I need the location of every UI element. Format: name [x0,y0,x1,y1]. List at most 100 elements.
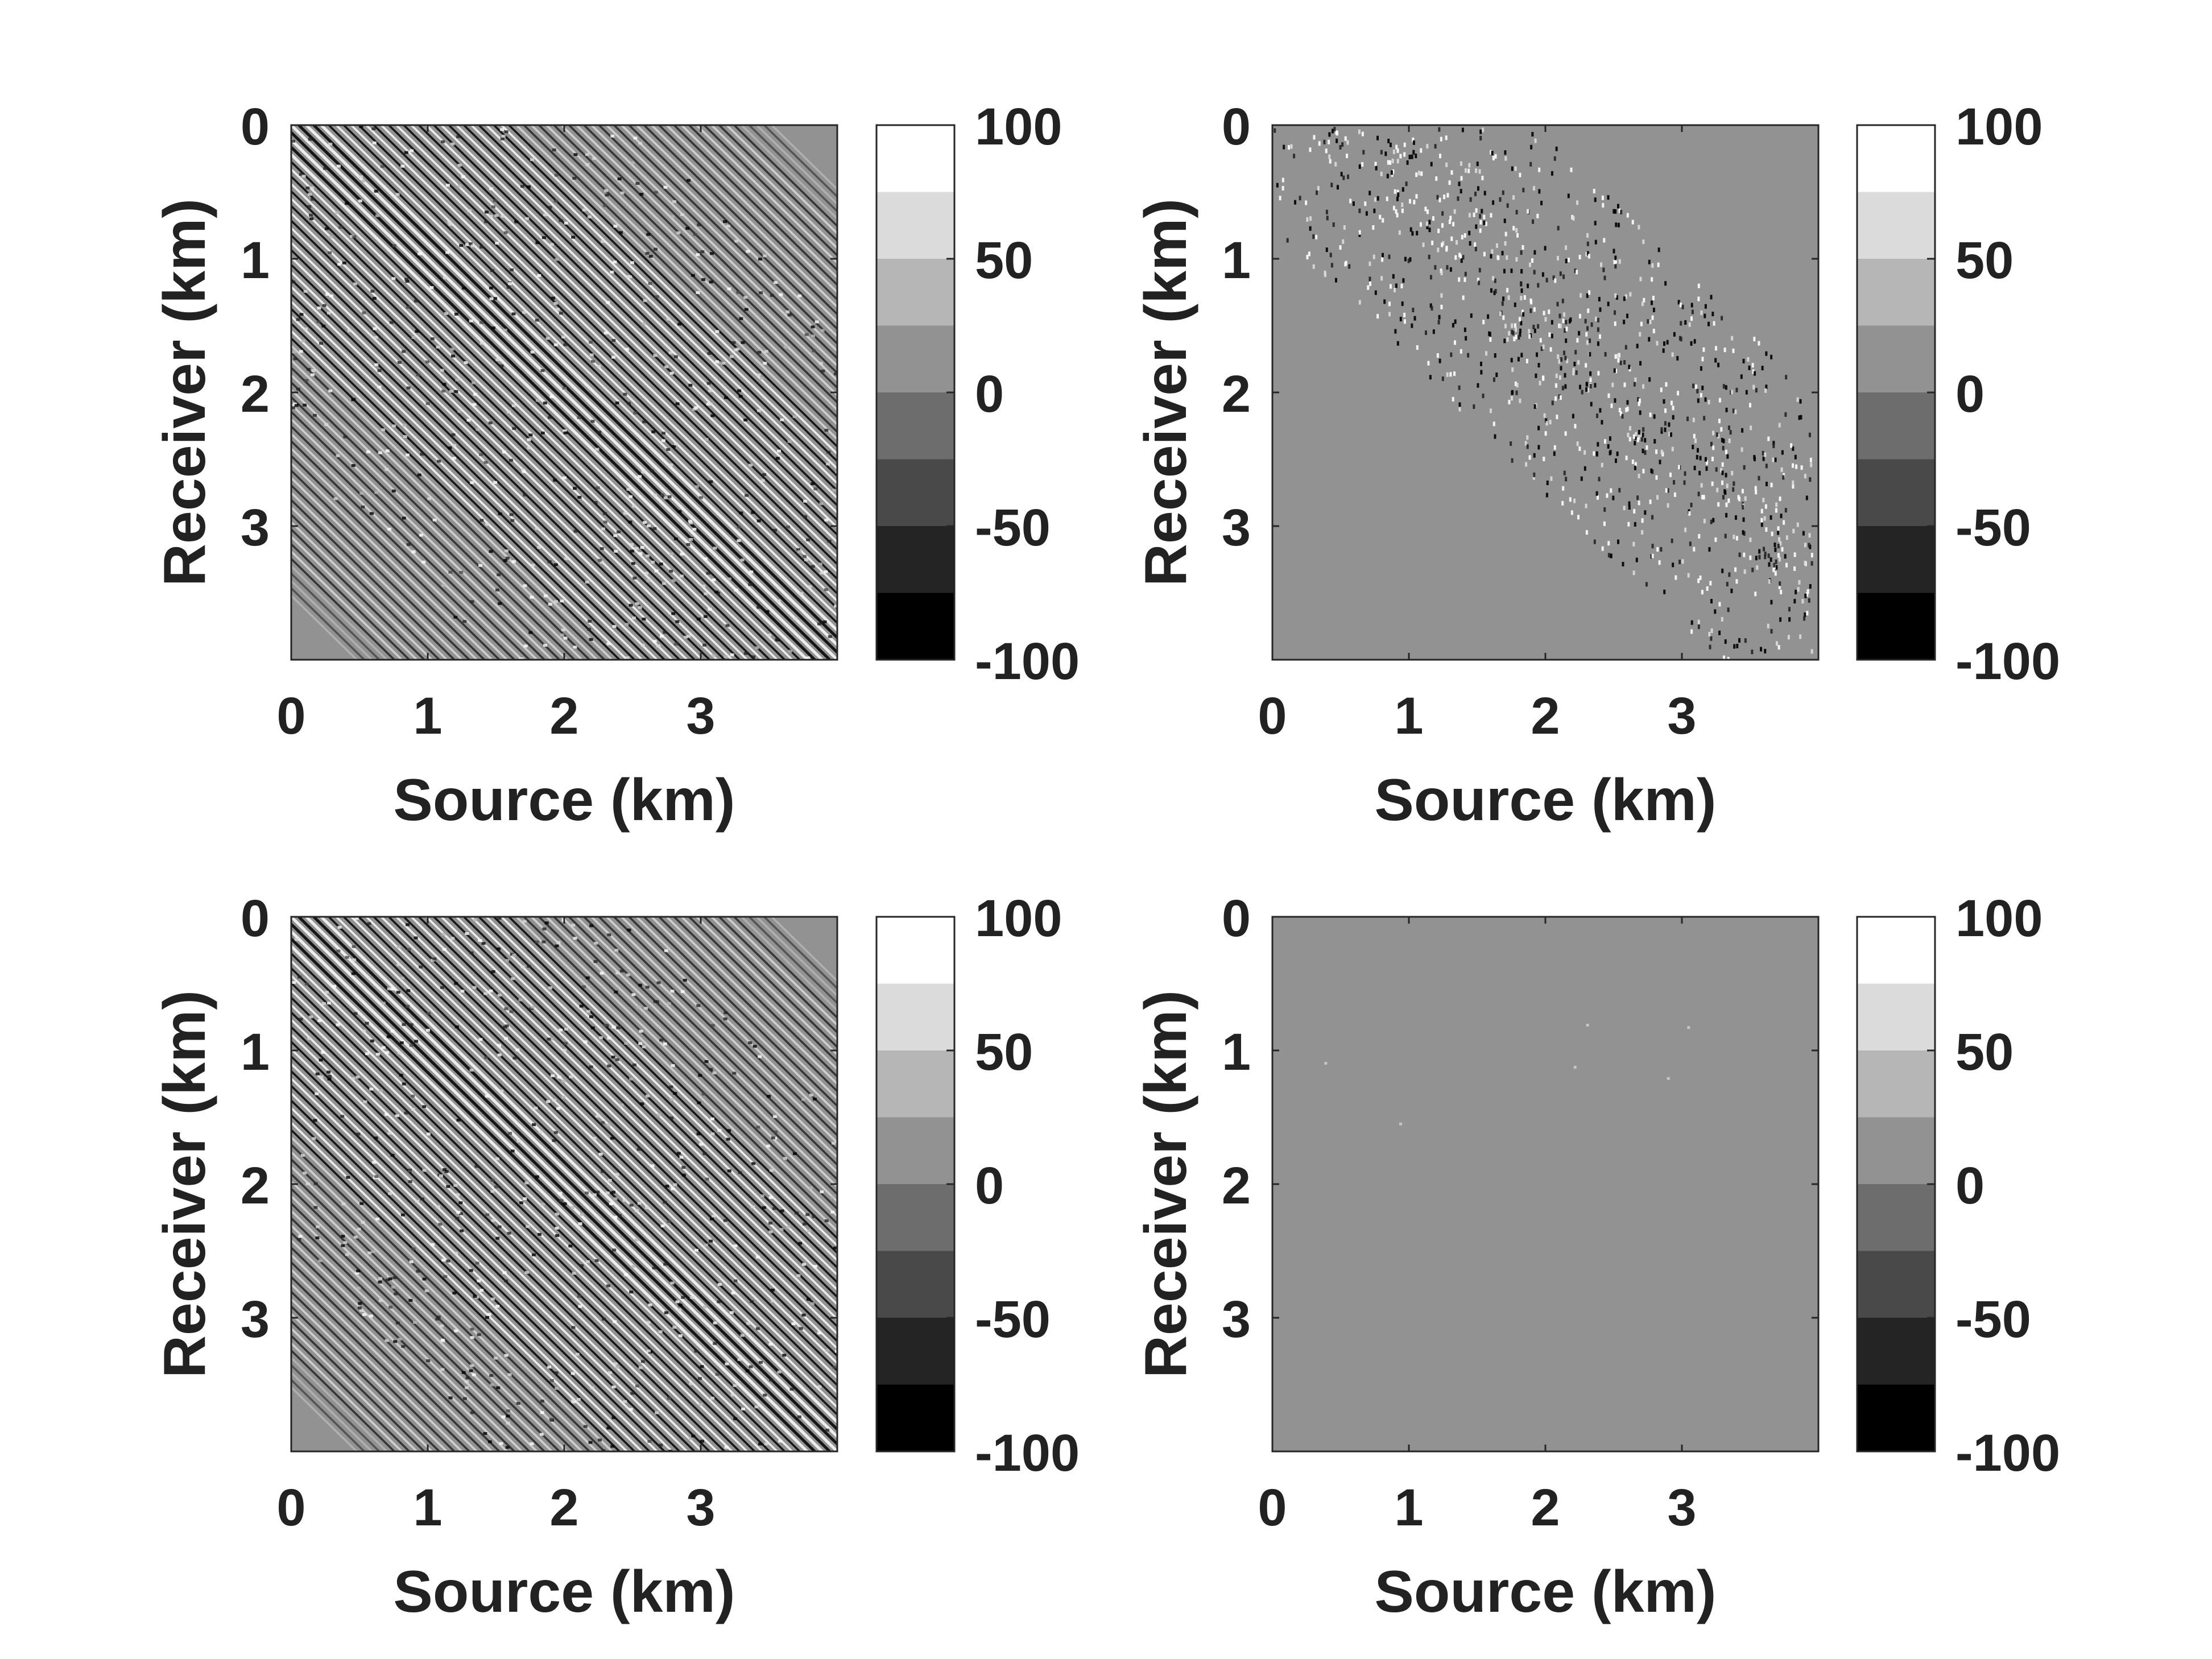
x-tick-label: 3 [1667,1479,1696,1537]
colorbar-tick-label: -100 [975,1424,1080,1482]
heatmap-field [1272,125,1818,660]
chart-panel-2: 0 1 2 3 0 1 2 3 Source (km) Receiver (km) 100 50 0 -5… [1133,98,2060,833]
colorbar-segment [1857,192,1935,259]
x-tick-label: 1 [1394,687,1423,745]
colorbar-tick-label: -100 [1955,1424,2060,1482]
x-tick-label: 2 [1531,1479,1560,1537]
y-tick-label: 2 [1222,365,1251,423]
heatmap-texture [1324,1023,1690,1126]
colorbar-segment [1857,1184,1935,1251]
y-tick-label: 2 [241,365,270,423]
y-tick-label: 1 [241,1023,270,1081]
y-tick-label: 3 [241,499,270,557]
colorbar-tick-label: 0 [975,365,1004,423]
colorbar-segment [876,526,954,593]
colorbar-segment [876,259,954,326]
colorbar-tick-label: 100 [975,890,1062,948]
colorbar-tick-label: 0 [1955,1157,1984,1215]
x-tick-label: 0 [1258,687,1287,745]
y-tick-label: 1 [1222,1023,1251,1081]
y-tick-label: 3 [241,1290,270,1348]
y-tick-label: 0 [241,98,270,156]
y-tick-label: 3 [1222,1290,1251,1348]
heatmap-texture [291,125,837,660]
colorbar-tick-label: -50 [1955,1290,2031,1348]
colorbar-tick-label: 0 [975,1157,1004,1215]
y-tick-label: 2 [241,1157,270,1215]
heatmap-texture [291,917,837,1451]
colorbar-segment [876,593,954,660]
y-tick-label: 0 [1222,98,1251,156]
y-tick-label: 1 [1222,231,1251,289]
x-tick-label: 3 [1667,687,1696,745]
colorbar-segment [1857,1050,1935,1118]
x-axis-label: Source (km) [393,767,735,833]
colorbar-segment [876,1050,954,1118]
colorbar: 100 50 0 -50 -100 [875,890,1080,1482]
colorbar-segment [876,392,954,460]
colorbar: 100 50 0 -50 -100 [1856,98,2060,690]
colorbar: 100 50 0 -50 -100 [1856,890,2060,1482]
colorbar-segment [876,1184,954,1251]
heatmap-texture [1274,127,1813,660]
colorbar-segment [1857,526,1935,593]
colorbar-segment [876,1384,954,1452]
y-tick-label: 1 [241,231,270,289]
colorbar-tick-label: 50 [1955,1023,2013,1081]
chart-panel-3: 0 1 2 3 0 1 2 3 Source (km) Receiver (km) 100 50 0 -5… [152,890,1080,1625]
colorbar-segment [876,1117,954,1185]
colorbar-segment [1857,392,1935,460]
colorbar-tick-label: 100 [1955,98,2043,156]
y-tick-label: 0 [1222,890,1251,948]
y-axis-label: Receiver (km) [1133,990,1199,1378]
chart-panel-4: 0 1 2 3 0 1 2 3 Source (km) Receiver (km) 100 50 0 -5… [1133,890,2060,1625]
colorbar-segment [876,325,954,393]
x-tick-label: 0 [1258,1479,1287,1537]
x-axis-label: Source (km) [1374,767,1716,833]
x-tick-label: 3 [686,687,715,745]
colorbar-tick-label: 50 [1955,231,2013,289]
y-tick-label: 3 [1222,499,1251,557]
colorbar-segment [876,125,954,192]
colorbar-segment [876,459,954,527]
y-axis-label: Receiver (km) [152,198,218,586]
x-tick-label: 2 [1531,687,1560,745]
colorbar-segment [1857,1318,1935,1385]
colorbar-segment [876,1251,954,1318]
x-tick-label: 1 [413,687,442,745]
colorbar-segment [1857,1384,1935,1452]
colorbar-segment [876,192,954,259]
colorbar-tick-label: 0 [1955,365,1984,423]
y-axis-label: Receiver (km) [1133,198,1199,586]
x-tick-label: 1 [413,1479,442,1537]
heatmap-field [1272,917,1818,1451]
x-axis-label: Source (km) [1374,1559,1716,1625]
colorbar-tick-label: -50 [975,1290,1051,1348]
colorbar-tick-label: -50 [1955,499,2031,557]
colorbar-segment [876,917,954,984]
x-axis-label: Source (km) [393,1559,735,1625]
x-tick-label: 1 [1394,1479,1423,1537]
colorbar-segment [1857,259,1935,326]
x-tick-label: 0 [276,1479,305,1537]
colorbar-tick-label: -100 [1955,632,2060,690]
colorbar: 100 50 0 -50 -100 [875,98,1080,690]
colorbar-segment [1857,325,1935,393]
colorbar-tick-label: 100 [975,98,1062,156]
colorbar-tick-label: 50 [975,231,1033,289]
colorbar-segment [1857,459,1935,527]
colorbar-segment [876,1318,954,1385]
colorbar-tick-label: -100 [975,632,1080,690]
colorbar-segment [1857,983,1935,1051]
colorbar-segment [1857,917,1935,984]
colorbar-tick-label: 50 [975,1023,1033,1081]
x-tick-label: 2 [549,687,578,745]
x-tick-label: 0 [276,687,305,745]
y-tick-label: 2 [1222,1157,1251,1215]
colorbar-segment [1857,593,1935,660]
y-axis-label: Receiver (km) [152,990,218,1378]
colorbar-segment [876,983,954,1051]
chart-panel-1: 0 1 2 3 0 1 2 3 Source (km) Receiver (km) 100 50 0 -5… [152,98,1080,833]
colorbar-tick-label: 100 [1955,890,2043,948]
